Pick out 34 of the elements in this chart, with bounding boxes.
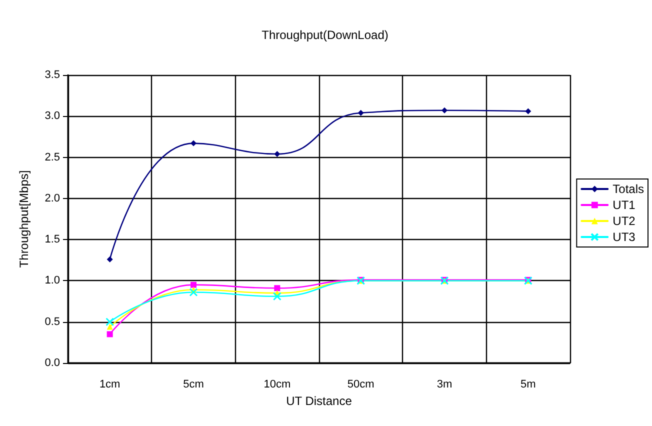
legend-label: UT2: [612, 214, 636, 228]
x-tick-label: 3m: [436, 378, 452, 390]
y-tick-label: 1.5: [44, 234, 60, 246]
y-tick-label: 2.5: [44, 151, 60, 164]
y-tick-label: 3.0: [44, 110, 60, 122]
x-tick-label: 1cm: [99, 378, 120, 390]
y-tick-label: 2.0: [44, 192, 60, 204]
y-tick-label: 0.5: [44, 316, 60, 328]
chart-title: Throughput(DownLoad): [262, 28, 388, 42]
point: [358, 110, 364, 116]
x-tick-label: 50cm: [347, 378, 374, 390]
point: [106, 324, 113, 330]
point: [525, 108, 532, 114]
legend-label: Totals: [612, 182, 644, 196]
x-tick-label: 5cm: [183, 378, 204, 390]
point: [190, 282, 196, 288]
x-axis-title: UT Distance: [286, 394, 352, 408]
point: [274, 285, 280, 292]
y-axis-title: Throughput[Mbps]: [17, 170, 31, 268]
point: [272, 292, 282, 301]
y-tick-label: 3.5: [44, 69, 60, 81]
x-tick-label: 10cm: [264, 378, 291, 390]
point: [106, 331, 113, 338]
point: [189, 288, 198, 296]
legend-label: UT3: [612, 230, 636, 244]
y-tick-label: 1.0: [44, 274, 60, 287]
y-tick-label: 0.0: [44, 357, 60, 369]
x-tick-label: 5m: [520, 378, 536, 390]
point: [106, 256, 113, 262]
legend-label: UT1: [612, 198, 636, 212]
point: [106, 318, 114, 326]
point: [274, 150, 280, 157]
point: [190, 140, 196, 146]
point: [442, 107, 448, 114]
